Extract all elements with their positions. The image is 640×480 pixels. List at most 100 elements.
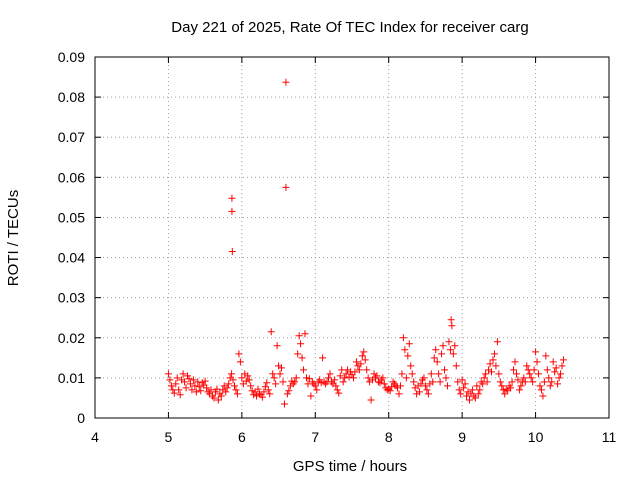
data-point (373, 372, 381, 380)
data-point (195, 383, 203, 391)
data-point (498, 382, 506, 390)
data-point (407, 362, 415, 370)
data-point (452, 362, 460, 370)
data-point (223, 384, 231, 392)
data-point (517, 382, 525, 390)
data-point (511, 358, 519, 366)
data-point (167, 382, 175, 390)
data-point (330, 376, 338, 384)
data-point (326, 370, 334, 378)
data-point (537, 386, 545, 394)
x-tick-label: 4 (91, 429, 99, 445)
data-point (535, 370, 543, 378)
data-point (555, 374, 563, 382)
data-point (468, 386, 476, 394)
data-point (473, 382, 481, 390)
data-point (429, 378, 437, 386)
data-point (402, 374, 410, 382)
data-point (295, 332, 303, 340)
data-point (333, 386, 341, 394)
data-point (408, 370, 416, 378)
data-point (358, 352, 366, 360)
data-point (282, 78, 290, 86)
data-point (248, 387, 256, 395)
data-point (401, 346, 409, 354)
data-point (360, 348, 368, 356)
x-tick-label: 5 (165, 429, 173, 445)
data-point (361, 356, 369, 364)
x-tick-label: 9 (458, 429, 466, 445)
data-point (245, 376, 253, 384)
data-point (367, 396, 375, 404)
data-point (189, 376, 197, 384)
data-point (380, 380, 388, 388)
data-point (294, 350, 302, 358)
data-point (228, 194, 236, 202)
data-point (185, 375, 193, 383)
data-point (515, 386, 523, 394)
data-point (186, 380, 194, 388)
data-point (486, 360, 494, 368)
data-point (446, 346, 454, 354)
data-point (545, 374, 553, 382)
data-point (313, 386, 321, 394)
data-point (433, 358, 441, 366)
data-point (558, 362, 566, 370)
chart-title: Day 221 of 2025, Rate Of TEC Index for r… (171, 19, 528, 36)
data-point (395, 390, 403, 398)
data-point (542, 352, 550, 360)
data-point (228, 207, 236, 215)
data-point (242, 377, 250, 385)
data-point (182, 384, 190, 392)
data-point (342, 370, 350, 378)
data-points (164, 78, 567, 408)
data-point (172, 380, 180, 388)
data-point (533, 358, 541, 366)
data-point (421, 382, 429, 390)
data-point (410, 378, 418, 386)
data-point (424, 390, 432, 398)
data-point (269, 370, 277, 378)
x-tick-label: 11 (602, 429, 617, 445)
data-point (386, 387, 394, 395)
data-point (335, 389, 343, 397)
data-point (383, 386, 391, 394)
data-point (201, 377, 209, 385)
data-point (194, 378, 202, 386)
data-point (483, 378, 491, 386)
data-point (332, 382, 340, 390)
data-point (166, 376, 174, 384)
data-point (420, 374, 428, 382)
data-point (254, 385, 262, 393)
data-point (510, 366, 518, 374)
data-point (520, 374, 528, 382)
data-point (307, 392, 315, 400)
data-point (169, 386, 177, 394)
data-point (539, 392, 547, 400)
data-point (461, 380, 469, 388)
data-point (236, 358, 244, 366)
y-tick-label: 0 (77, 410, 85, 426)
data-point (304, 380, 312, 388)
data-point (282, 183, 290, 191)
data-point (551, 368, 559, 376)
data-point (279, 378, 287, 386)
data-point (280, 400, 288, 408)
data-point (197, 387, 205, 395)
data-point (266, 390, 274, 398)
data-point (443, 382, 451, 390)
data-point (396, 382, 404, 390)
data-point (496, 378, 504, 386)
data-point (258, 393, 266, 401)
data-point (255, 390, 263, 398)
data-point (379, 374, 387, 382)
data-point (336, 372, 344, 380)
data-point (405, 340, 413, 348)
data-point (482, 370, 490, 378)
y-tick-label: 0.08 (58, 89, 85, 105)
data-point (417, 380, 425, 388)
data-point (179, 370, 187, 378)
data-point (521, 378, 529, 386)
y-tick-label: 0.02 (58, 330, 85, 346)
data-point (298, 354, 306, 362)
